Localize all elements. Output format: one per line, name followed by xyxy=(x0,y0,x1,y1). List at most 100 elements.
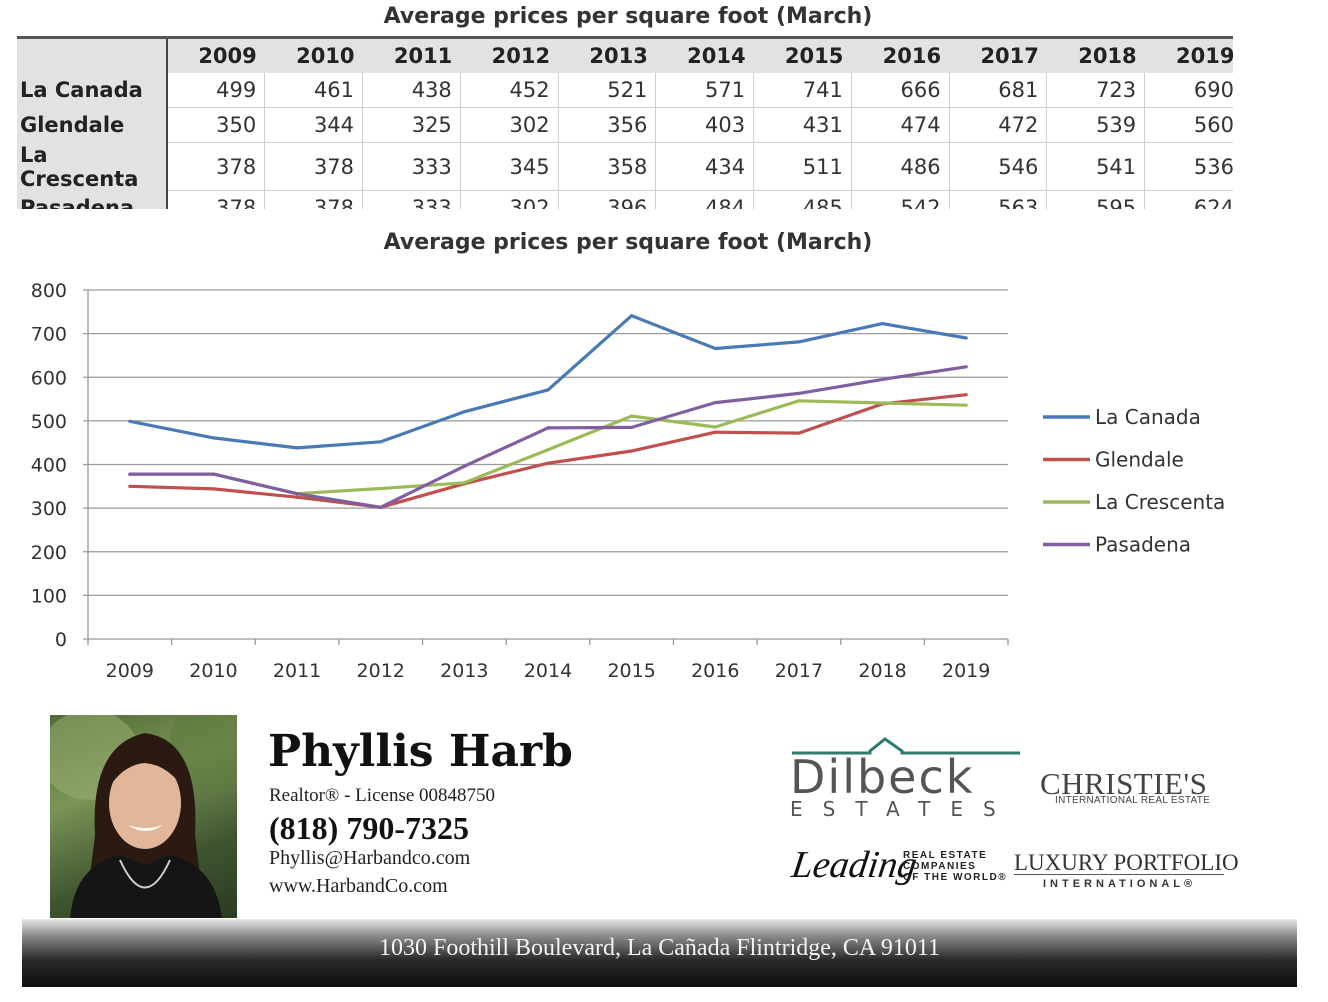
table-corner xyxy=(17,36,168,73)
price-cell: 542 xyxy=(851,190,950,209)
data-point xyxy=(295,492,299,496)
price-cell: 666 xyxy=(851,73,950,108)
year-header: 2010 xyxy=(264,36,363,73)
price-cell: 595 xyxy=(1046,190,1146,209)
x-tick-label: 2012 xyxy=(357,660,405,682)
y-tick-label: 800 xyxy=(31,280,67,302)
data-point xyxy=(546,448,550,452)
agent-website[interactable]: www.HarbandCo.com xyxy=(269,875,448,897)
year-header: 2013 xyxy=(558,36,656,73)
year-header: 2015 xyxy=(753,36,852,73)
data-point xyxy=(630,414,634,418)
x-tick-label: 2011 xyxy=(273,660,321,682)
price-cell: 461 xyxy=(264,73,364,108)
christies-logo: CHRISTIE'S xyxy=(1040,766,1208,801)
dilbeck-logo: Dilbeck ESTATES xyxy=(790,737,1020,820)
x-tick-label: 2017 xyxy=(775,660,823,682)
agent-portrait-image xyxy=(50,715,237,918)
x-tick-label: 2016 xyxy=(691,660,739,682)
series-line-la-crescenta xyxy=(129,399,967,496)
row-label: Pasadena xyxy=(17,190,168,209)
dilbeck-text: Dilbeck xyxy=(790,750,974,804)
data-point xyxy=(713,400,717,405)
row-label: La Crescenta xyxy=(17,142,168,191)
data-point xyxy=(630,425,634,430)
year-header: 2017 xyxy=(949,36,1047,73)
data-point xyxy=(211,436,216,440)
data-point xyxy=(211,472,216,476)
price-cell: 378 xyxy=(167,190,266,209)
price-cell: 484 xyxy=(655,190,755,209)
x-tick-label: 2010 xyxy=(189,660,237,682)
leading-subtitle: REAL ESTATE COMPANIES OF THE WORLD® xyxy=(903,850,1007,883)
table-row: La Crescenta 378 378 333 345 358 434 511 486 546 5… xyxy=(17,142,1233,191)
price-cell: 358 xyxy=(558,142,657,191)
leading-logo: Leading xyxy=(789,844,920,886)
x-tick-label: 2018 xyxy=(858,660,906,682)
footer-bar xyxy=(22,919,1297,987)
x-tick-label: 2015 xyxy=(607,660,655,682)
price-cell: 681 xyxy=(949,73,1048,108)
legend-label: Pasadena xyxy=(1095,533,1191,557)
price-cell: 325 xyxy=(362,107,461,143)
data-point xyxy=(797,340,801,344)
price-cell: 571 xyxy=(655,73,755,108)
y-tick-label: 100 xyxy=(31,585,67,607)
agent-name: Phyllis Harb xyxy=(268,726,573,777)
data-point xyxy=(462,481,466,485)
price-cell: 344 xyxy=(264,107,364,143)
row-label: La Canada xyxy=(17,73,168,108)
x-tick-label: 2019 xyxy=(942,660,990,682)
data-point xyxy=(630,314,634,318)
price-cell: 431 xyxy=(753,107,852,143)
year-header: 2018 xyxy=(1046,36,1145,73)
data-point xyxy=(295,495,299,499)
x-tick-label: 2013 xyxy=(440,660,488,682)
price-cell: 485 xyxy=(753,190,852,209)
data-point xyxy=(128,472,132,476)
data-point xyxy=(295,446,299,450)
price-cell: 541 xyxy=(1046,142,1146,191)
y-tick-label: 600 xyxy=(31,367,67,389)
luxury-portfolio-logo: LUXURY PORTFOLIO xyxy=(1014,850,1239,875)
price-cell: 333 xyxy=(362,190,461,209)
price-cell: 378 xyxy=(167,142,266,191)
luxury-divider xyxy=(1014,874,1224,875)
price-table: 2009 2010 2011 2012 2013 2014 2015 2016 2017 2018… xyxy=(17,36,1233,209)
price-cell: 302 xyxy=(460,190,559,209)
data-point xyxy=(546,388,550,392)
agent-email[interactable]: Phyllis@Harbandco.com xyxy=(269,847,471,869)
data-point xyxy=(546,461,550,465)
data-point xyxy=(964,403,968,407)
y-tick-label: 500 xyxy=(31,411,67,433)
table-row: Pasadena 378 378 333 302 396 484 485 542 563 595 62… xyxy=(17,190,1233,209)
table-row: Glendale 350 344 325 302 356 403 431 474 472 539 56… xyxy=(17,107,1233,143)
legend-label: La Crescenta xyxy=(1095,490,1225,514)
price-cell: 403 xyxy=(655,107,755,143)
agent-photo xyxy=(50,715,237,918)
year-header: 2016 xyxy=(851,36,950,73)
leading-sub-line1: REAL ESTATE xyxy=(903,850,988,861)
y-tick-label: 300 xyxy=(31,498,67,520)
y-tick-label: 0 xyxy=(55,629,67,651)
price-cell: 396 xyxy=(558,190,657,209)
y-tick-label: 200 xyxy=(31,542,67,564)
price-cell: 350 xyxy=(167,107,266,143)
luxury-subtitle: INTERNATIONAL® xyxy=(1043,878,1197,890)
data-point xyxy=(880,321,885,326)
legend-label: La Canada xyxy=(1095,405,1201,429)
x-tick-label: 2009 xyxy=(106,660,154,682)
agent-phone[interactable]: (818) 790-7325 xyxy=(269,810,469,846)
price-cell: 474 xyxy=(851,107,950,143)
price-cell: 723 xyxy=(1046,73,1146,108)
price-cell: 563 xyxy=(949,190,1048,209)
year-header: 2012 xyxy=(460,36,559,73)
agent-license: Realtor® - License 00848750 xyxy=(269,785,496,806)
christies-subtitle: INTERNATIONAL REAL ESTATE xyxy=(1055,795,1211,806)
y-tick-label: 700 xyxy=(31,324,67,346)
price-cell: 378 xyxy=(264,142,364,191)
data-point xyxy=(379,486,383,491)
price-cell: 521 xyxy=(558,73,657,108)
price-cell: 690 xyxy=(1144,73,1233,108)
year-header: 2019 xyxy=(1144,36,1233,73)
